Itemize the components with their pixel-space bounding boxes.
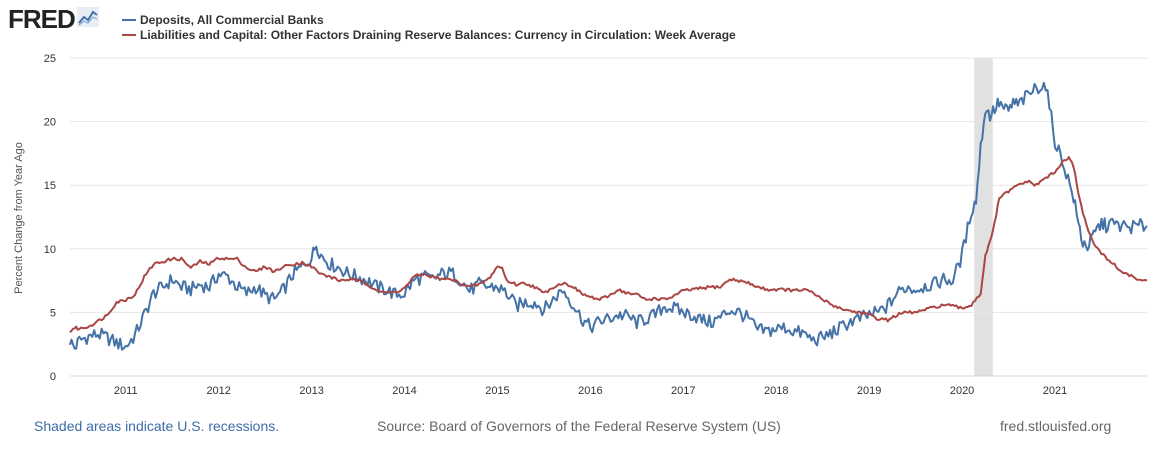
x-tick-label-2016: 2016	[578, 385, 602, 397]
legend-label-deposits: Deposits, All Commercial Banks	[140, 12, 324, 27]
x-tick-label-2011: 2011	[114, 385, 138, 397]
series-line-currency	[69, 156, 1148, 333]
recession-band-0	[974, 58, 993, 376]
x-tick-label-2018: 2018	[764, 385, 788, 397]
grid-layer	[70, 57, 1147, 313]
x-tick-label-2020: 2020	[950, 385, 974, 397]
x-tick-label-2013: 2013	[299, 385, 323, 397]
chart-footer: Shaded areas indicate U.S. recessions. S…	[0, 414, 1168, 436]
axis-layer: 0 5 10 15 20 25 2011 2012 2013 2014 2015 2016 2017 20…	[44, 53, 1147, 397]
line-chart: 0 5 10 15 20 25 2011 2012 2013 2014 2015 2016 2017 20…	[13, 53, 1148, 397]
source-note: Source: Board of Governors of the Federa…	[377, 418, 781, 434]
legend-item-deposits[interactable]: Deposits, All Commercial Banks	[122, 12, 736, 27]
series-line-deposits	[69, 81, 1148, 351]
fred-logo-text: FRED	[8, 4, 76, 34]
x-tick-label-2019: 2019	[857, 385, 881, 397]
fred-site-link[interactable]: fred.stlouisfed.org	[1000, 418, 1112, 434]
fred-logo[interactable]: FRED	[8, 6, 99, 32]
x-tick-label-2015: 2015	[485, 385, 509, 397]
y-tick-label-20: 20	[44, 117, 56, 129]
y-axis-label: Percent Change from Year Ago	[13, 142, 25, 294]
y-tick-label-0: 0	[50, 371, 56, 383]
recession-layer	[974, 58, 993, 376]
x-tick-label-2012: 2012	[206, 385, 230, 397]
legend-item-currency[interactable]: Liabilities and Capital: Other Factors D…	[122, 27, 736, 42]
chart-header: FRED Deposits, All Commercial Banks Liab…	[0, 0, 1168, 50]
recession-note-link[interactable]: Shaded areas indicate U.S. recessions.	[34, 418, 280, 434]
legend-swatch-currency	[122, 33, 136, 36]
series-layer	[69, 81, 1148, 351]
fred-chart-icon	[76, 7, 99, 27]
x-tick-label-2021: 2021	[1043, 385, 1067, 397]
legend-label-currency: Liabilities and Capital: Other Factors D…	[140, 27, 736, 42]
y-tick-label-15: 15	[44, 180, 56, 192]
x-tick-label-2014: 2014	[392, 385, 416, 397]
y-tick-label-5: 5	[50, 307, 56, 319]
chart-legend: Deposits, All Commercial Banks Liabiliti…	[122, 12, 736, 42]
y-tick-label-25: 25	[44, 53, 56, 65]
y-tick-label-10: 10	[44, 244, 56, 256]
x-tick-label-2017: 2017	[671, 385, 695, 397]
legend-swatch-deposits	[122, 18, 136, 21]
